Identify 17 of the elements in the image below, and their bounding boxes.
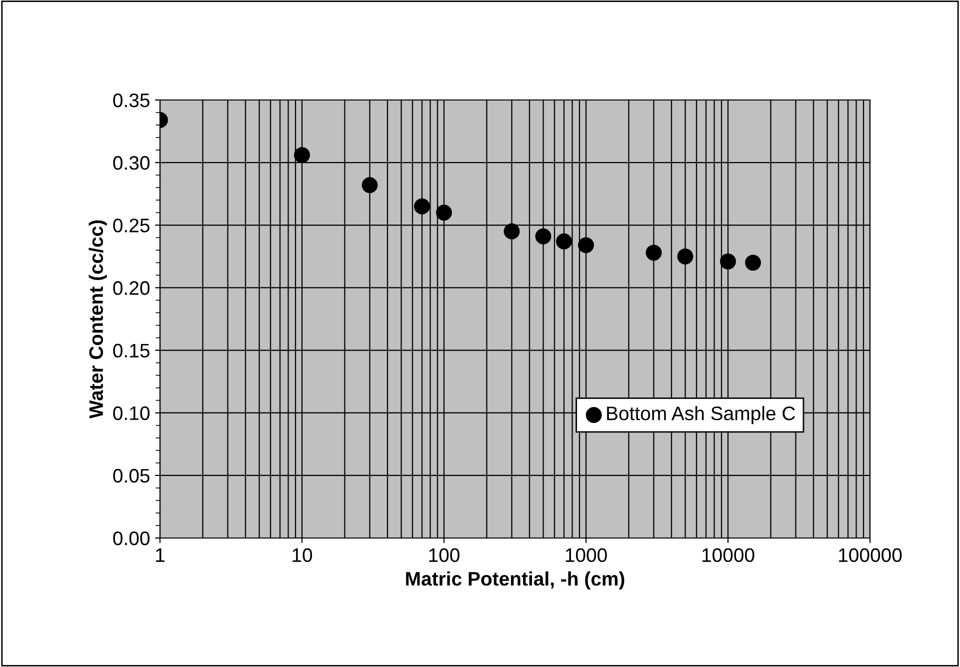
- y-tick-label: 0.10: [113, 406, 150, 420]
- x-tick-label: 1000: [566, 548, 607, 562]
- legend-label: Bottom Ash Sample C: [607, 406, 795, 424]
- x-tick-label: 1: [156, 548, 164, 562]
- x-tick-label: 10: [292, 548, 312, 562]
- y-tick-label: 0.20: [113, 281, 150, 295]
- x-axis-title: Matric Potential, -h (cm): [406, 571, 624, 590]
- y-tick-label: 0.30: [113, 156, 150, 170]
- y-tick-label: 0.00: [113, 531, 150, 546]
- y-tick-label: 0.25: [113, 218, 150, 232]
- y-axis-title: Water Content (cc/cc): [88, 220, 107, 419]
- y-tick-label: 0.15: [113, 344, 150, 358]
- x-tick-label: 100000: [839, 548, 902, 562]
- x-tick-label: 100: [429, 548, 460, 562]
- x-tick-label: 10000: [702, 548, 754, 562]
- y-tick-label: 0.05: [113, 468, 150, 483]
- y-tick-label: 0.35: [113, 93, 150, 108]
